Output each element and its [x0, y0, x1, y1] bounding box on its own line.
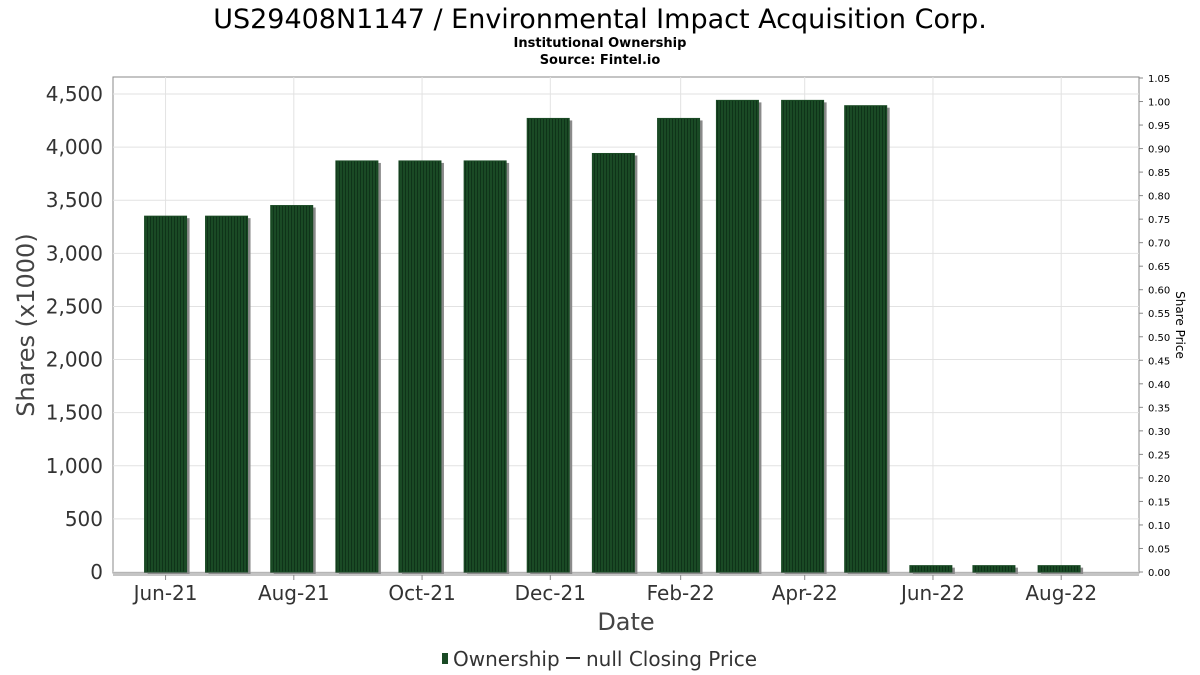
y-tick-label: 4,000 [46, 135, 103, 159]
ownership-bar [526, 117, 570, 573]
x-tick-label: Oct-21 [388, 581, 455, 605]
ownership-bar [591, 152, 635, 573]
ownership-bar [715, 99, 759, 573]
legend-ownership-swatch [442, 653, 448, 664]
y-tick-label: 1,000 [46, 454, 103, 478]
x-tick-label: Aug-22 [1025, 581, 1097, 605]
ownership-bar [909, 565, 953, 573]
x-tick-label: Feb-22 [647, 581, 715, 605]
x-tick-label: Jun-22 [899, 581, 965, 605]
y-axis-ticks: 0 500 1,000 1,500 2,000 2,500 3,000 3,500 4,000 4… [46, 82, 103, 584]
y2-tick-label: 0.95 [1148, 121, 1170, 132]
y2-tick-label: 0.50 [1148, 333, 1170, 344]
x-tick-label: Dec-21 [515, 581, 586, 605]
legend: Ownership null Closing Price [442, 647, 757, 671]
x-tick-label: Jun-21 [132, 581, 198, 605]
y2-tick-label: 0.20 [1148, 474, 1170, 485]
ownership-bar [398, 160, 442, 573]
y-tick-label: 2,000 [46, 348, 103, 372]
ownership-bar [144, 215, 188, 573]
y2-tick-label: 1.00 [1148, 98, 1170, 109]
y2-axis-ticks: 0.00 0.05 0.10 0.15 0.20 0.25 0.30 0.35 0.40 0.45… [1139, 74, 1170, 579]
y-axis-label: Shares (x1000) [12, 233, 40, 416]
y2-tick-label: 0.10 [1148, 521, 1170, 532]
y2-tick-label: 0.65 [1148, 262, 1170, 273]
bar-series [144, 99, 1084, 575]
x-axis-ticks: Jun-21 Aug-21 Oct-21 Dec-21 Feb-22 Apr-22 Jun-… [132, 575, 1097, 605]
y2-tick-label: 0.00 [1148, 568, 1170, 579]
y2-axis-label: Share Price [1173, 291, 1187, 359]
chart-title: US29408N1147 / Environmental Impact Acqu… [213, 4, 987, 35]
y2-tick-label: 0.55 [1148, 309, 1170, 320]
x-axis-label: Date [597, 608, 654, 636]
x-tick-label: Aug-21 [258, 581, 330, 605]
ownership-bar [205, 215, 249, 573]
chart-subtitle: Institutional Ownership [514, 36, 687, 51]
ownership-bar [463, 160, 507, 573]
y-tick-label: 2,500 [46, 294, 103, 318]
y2-tick-label: 0.45 [1148, 356, 1170, 367]
ownership-bar [270, 205, 314, 573]
y2-tick-label: 0.25 [1148, 450, 1170, 461]
y2-tick-label: 0.80 [1148, 192, 1170, 203]
ownership-bar [335, 160, 379, 573]
y2-tick-label: 0.90 [1148, 145, 1170, 156]
y2-tick-label: 1.05 [1148, 74, 1170, 85]
ownership-bar [781, 99, 825, 573]
y2-tick-label: 0.05 [1148, 544, 1170, 555]
y2-tick-label: 0.15 [1148, 497, 1170, 508]
y-tick-label: 4,500 [46, 82, 103, 106]
y2-tick-label: 0.85 [1148, 168, 1170, 179]
y-tick-label: 500 [65, 507, 103, 531]
chart-source: Source: Fintel.io [540, 53, 661, 68]
ownership-bar [972, 565, 1016, 573]
y-tick-label: 3,500 [46, 188, 103, 212]
y-tick-label: 1,500 [46, 401, 103, 425]
x-tick-label: Apr-22 [772, 581, 838, 605]
y2-tick-label: 0.30 [1148, 427, 1170, 438]
ownership-bar [657, 117, 701, 573]
y2-tick-label: 0.40 [1148, 380, 1170, 391]
y2-tick-label: 0.60 [1148, 286, 1170, 297]
y2-tick-label: 0.35 [1148, 403, 1170, 414]
ownership-bar [844, 105, 888, 573]
ownership-bar [1037, 565, 1081, 573]
y2-tick-label: 0.75 [1148, 215, 1170, 226]
legend-closing-price-label: null Closing Price [586, 647, 757, 671]
y-tick-label: 3,000 [46, 241, 103, 265]
legend-ownership-label: Ownership [453, 647, 560, 671]
y2-tick-label: 0.70 [1148, 239, 1170, 250]
y-tick-label: 0 [90, 560, 103, 584]
